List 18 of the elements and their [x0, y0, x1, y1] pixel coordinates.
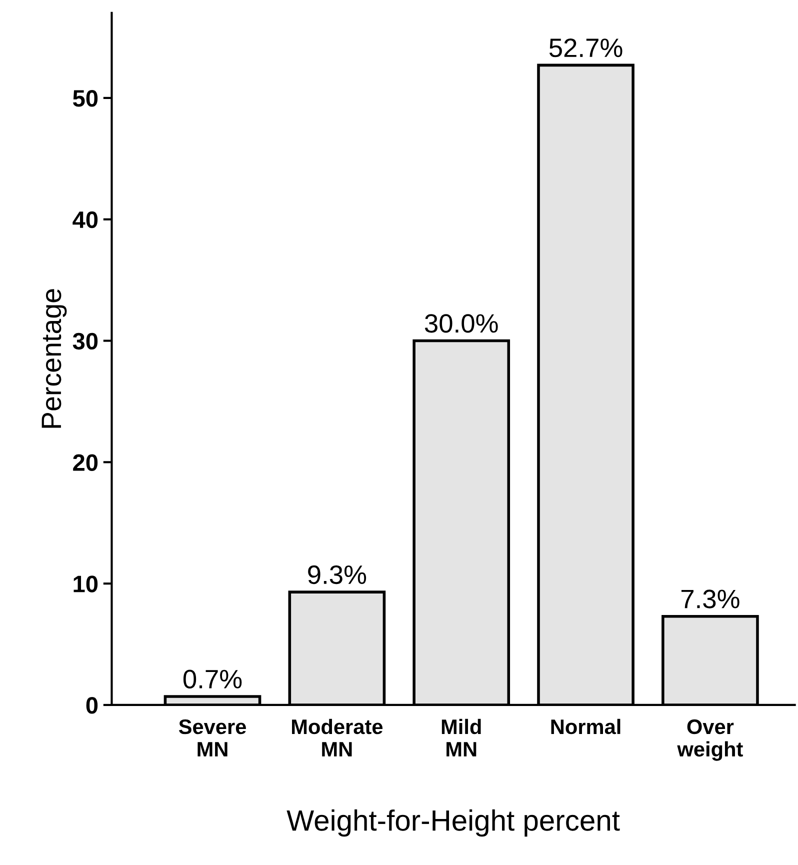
- x-tick-label: Mild MN: [442, 718, 481, 756]
- y-tick-label: 10: [74, 576, 98, 592]
- data-label: 30.0%: [424, 314, 498, 333]
- y-tick-label: 50: [72, 90, 98, 107]
- x-tick-label: Moderate MN: [292, 718, 383, 756]
- data-label: 52.7%: [549, 38, 622, 58]
- x-axis-title: Weight-for-Height percent: [286, 809, 620, 837]
- x-tick-label: Over weight: [677, 719, 743, 761]
- x-tick-label: Normal: [551, 718, 620, 734]
- data-label: 7.3%: [681, 590, 740, 608]
- y-axis-title: Percentage: [42, 289, 67, 428]
- y-tick-label: 30: [72, 332, 98, 350]
- y-tick-label: 40: [72, 211, 98, 228]
- data-label: 9.3%: [308, 565, 366, 584]
- y-tick-label: 0: [86, 697, 98, 714]
- x-tick-label: Severe MN: [178, 719, 246, 756]
- y-tick-label: 20: [73, 454, 98, 471]
- data-label: 0.7%: [183, 670, 242, 688]
